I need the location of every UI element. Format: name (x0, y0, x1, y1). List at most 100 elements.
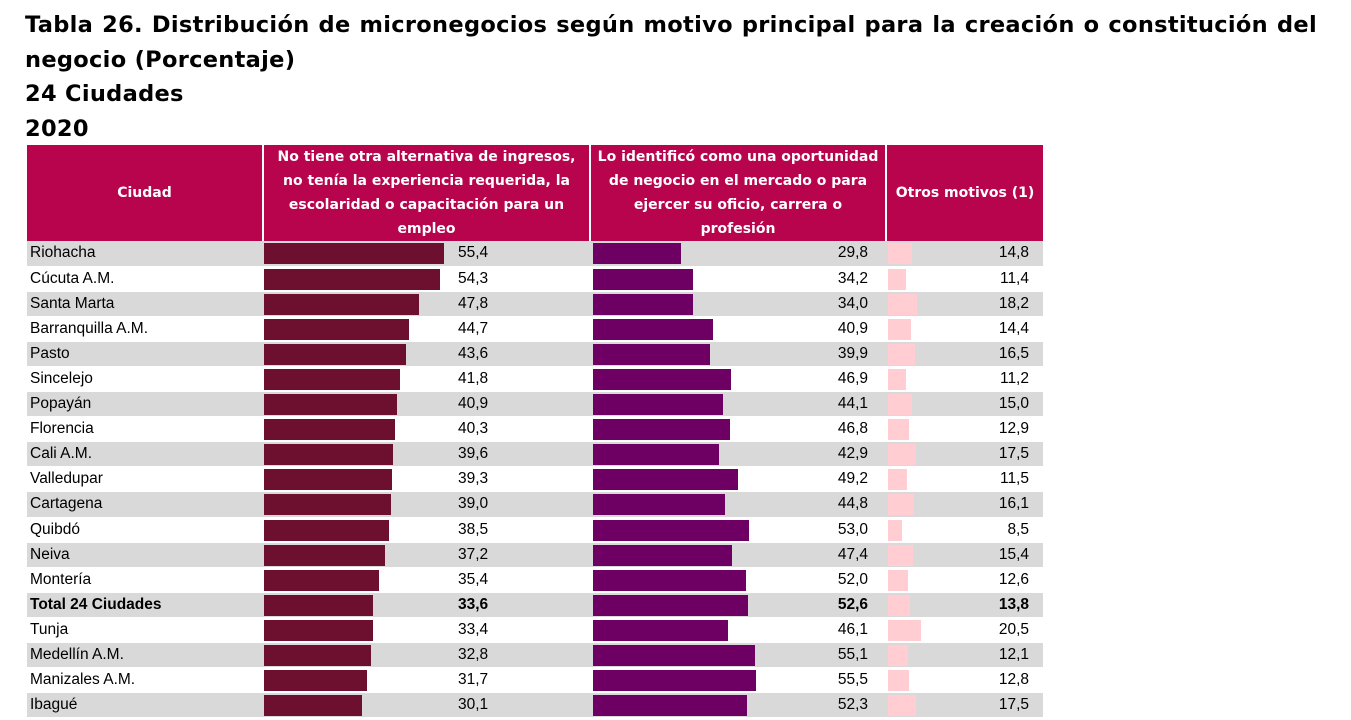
bar-series-3 (888, 268, 907, 290)
table-row: Riohacha 55,4 29,8 14,8 (27, 241, 1043, 267)
city-cell: Cúcuta A.M. (27, 266, 263, 292)
value-cell-2: 55,1 (590, 642, 886, 669)
data-label-series-3: 12,9 (998, 420, 1029, 438)
data-label-series-1: 32,8 (458, 646, 489, 663)
bar-series-3 (888, 670, 909, 692)
table-row: Medellín A.M. 32,8 55,1 12,1 (27, 642, 1043, 669)
value-cell-3: 13,8 (886, 592, 1043, 618)
data-label-series-3: 14,8 (998, 244, 1029, 261)
bar-series-3 (888, 394, 913, 416)
table-row: Quibdó 38,5 53,0 8,5 (27, 517, 1043, 543)
value-cell-1: 39,6 (263, 441, 590, 468)
value-cell-2: 39,9 (590, 341, 886, 367)
data-label-series-3: 14,4 (998, 319, 1029, 337)
data-label-series-3: 16,1 (998, 495, 1029, 513)
value-cell-1: 32,8 (263, 642, 590, 669)
table-row: Tunja 33,4 46,1 20,5 (27, 617, 1043, 644)
data-label-series-1: 44,7 (458, 319, 489, 337)
bar-series-1 (264, 444, 393, 466)
data-label-series-3: 15,4 (998, 545, 1029, 563)
table-row: Cúcuta A.M. 54,3 34,2 11,4 (27, 266, 1043, 292)
bar-series-3 (888, 494, 914, 516)
bar-series-2 (593, 645, 755, 666)
bar-series-2 (593, 670, 756, 692)
bar-series-3 (888, 569, 909, 591)
data-label-series-3: 16,5 (998, 344, 1029, 362)
bar-series-3 (888, 645, 908, 666)
value-cell-2: 53,0 (590, 517, 886, 543)
value-cell-3: 15,0 (886, 391, 1043, 418)
bar-series-1 (264, 394, 397, 416)
table-row: Pasto 43,6 39,9 16,5 (27, 341, 1043, 367)
bar-series-2 (593, 343, 711, 365)
data-label-series-3: 17,5 (998, 445, 1029, 463)
title-line-1: Tabla 26. Distribución de micronegocios … (25, 12, 1317, 38)
data-label-series-3: 11,5 (999, 470, 1029, 488)
data-label-series-2: 47,4 (837, 545, 868, 563)
city-cell: Neiva (27, 542, 263, 568)
value-cell-1: 39,0 (263, 491, 590, 518)
table-row: Total 24 Ciudades 33,6 52,6 13,8 (27, 592, 1043, 618)
data-label-series-3: 17,5 (998, 696, 1029, 714)
table-row: Cartagena 39,0 44,8 16,1 (27, 491, 1043, 518)
value-cell-3: 15,4 (886, 542, 1043, 568)
data-label-series-1: 47,8 (458, 294, 489, 312)
city-cell: Manizales A.M. (27, 667, 263, 694)
bar-series-2 (593, 368, 731, 390)
table-row: Sincelejo 41,8 46,9 11,2 (27, 366, 1043, 393)
bar-series-1 (264, 494, 391, 516)
data-label-series-2: 44,1 (837, 395, 868, 413)
data-label-series-3: 12,8 (998, 671, 1029, 689)
bar-series-3 (888, 544, 913, 566)
bar-series-1 (264, 293, 420, 315)
data-label-series-2: 53,0 (837, 520, 868, 538)
value-cell-1: 54,3 (263, 266, 590, 292)
data-label-series-3: 13,8 (998, 595, 1029, 613)
table-row: Montería 35,4 52,0 12,6 (27, 567, 1043, 593)
data-label-series-3: 12,6 (998, 570, 1029, 588)
value-cell-2: 42,9 (590, 441, 886, 468)
data-label-series-2: 34,0 (837, 294, 868, 312)
data-label-series-1: 41,8 (458, 369, 489, 387)
value-cell-3: 14,8 (886, 241, 1043, 267)
table-body: Riohacha 55,4 29,8 14,8 Cúcuta A.M. 54,3 34,2 1… (27, 241, 1043, 719)
bar-series-3 (888, 419, 909, 441)
bar-series-1 (264, 670, 367, 692)
city-cell: Ibagué (27, 692, 263, 719)
data-label-series-2: 46,8 (837, 420, 868, 438)
header-row: Ciudad No tiene otra alternativa de ingr… (27, 145, 1043, 241)
data-label-series-3: 20,5 (998, 620, 1029, 638)
bar-series-1 (264, 243, 444, 264)
title-line-3: 24 Ciudades (25, 81, 184, 107)
data-label-series-3: 18,2 (998, 294, 1029, 312)
data-label-series-3: 15,0 (998, 395, 1029, 413)
bar-series-2 (593, 519, 749, 541)
bar-series-2 (593, 619, 729, 641)
bar-series-2 (593, 544, 733, 566)
data-label-series-2: 39,9 (837, 344, 868, 362)
data-label-series-1: 30,1 (458, 696, 489, 714)
bar-series-3 (888, 519, 902, 541)
page-title: Tabla 26. Distribución de micronegocios … (25, 8, 1317, 146)
city-cell: Barranquilla A.M. (27, 316, 263, 342)
value-cell-3: 12,8 (886, 667, 1043, 694)
data-label-series-1: 35,4 (458, 570, 489, 588)
bar-series-2 (593, 268, 694, 290)
data-label-series-2: 52,0 (837, 570, 868, 588)
city-cell: Santa Marta (27, 291, 263, 317)
data-label-series-1: 31,7 (458, 671, 489, 689)
bar-series-1 (264, 343, 406, 365)
value-cell-1: 35,4 (263, 567, 590, 593)
header-no-alternativa: No tiene otra alternativa de ingresos, n… (263, 145, 591, 241)
value-cell-1: 38,5 (263, 517, 590, 543)
header-otros-motivos: Otros motivos (1) (886, 145, 1043, 241)
value-cell-2: 40,9 (590, 316, 886, 342)
data-label-series-1: 33,6 (458, 595, 489, 613)
value-cell-1: 44,7 (263, 316, 590, 342)
value-cell-2: 29,8 (590, 241, 886, 267)
data-label-series-2: 52,6 (837, 595, 868, 613)
bar-series-2 (593, 419, 731, 441)
data-label-series-1: 40,9 (458, 395, 489, 413)
value-cell-3: 17,5 (886, 692, 1043, 719)
table-row: Manizales A.M. 31,7 55,5 12,8 (27, 667, 1043, 694)
